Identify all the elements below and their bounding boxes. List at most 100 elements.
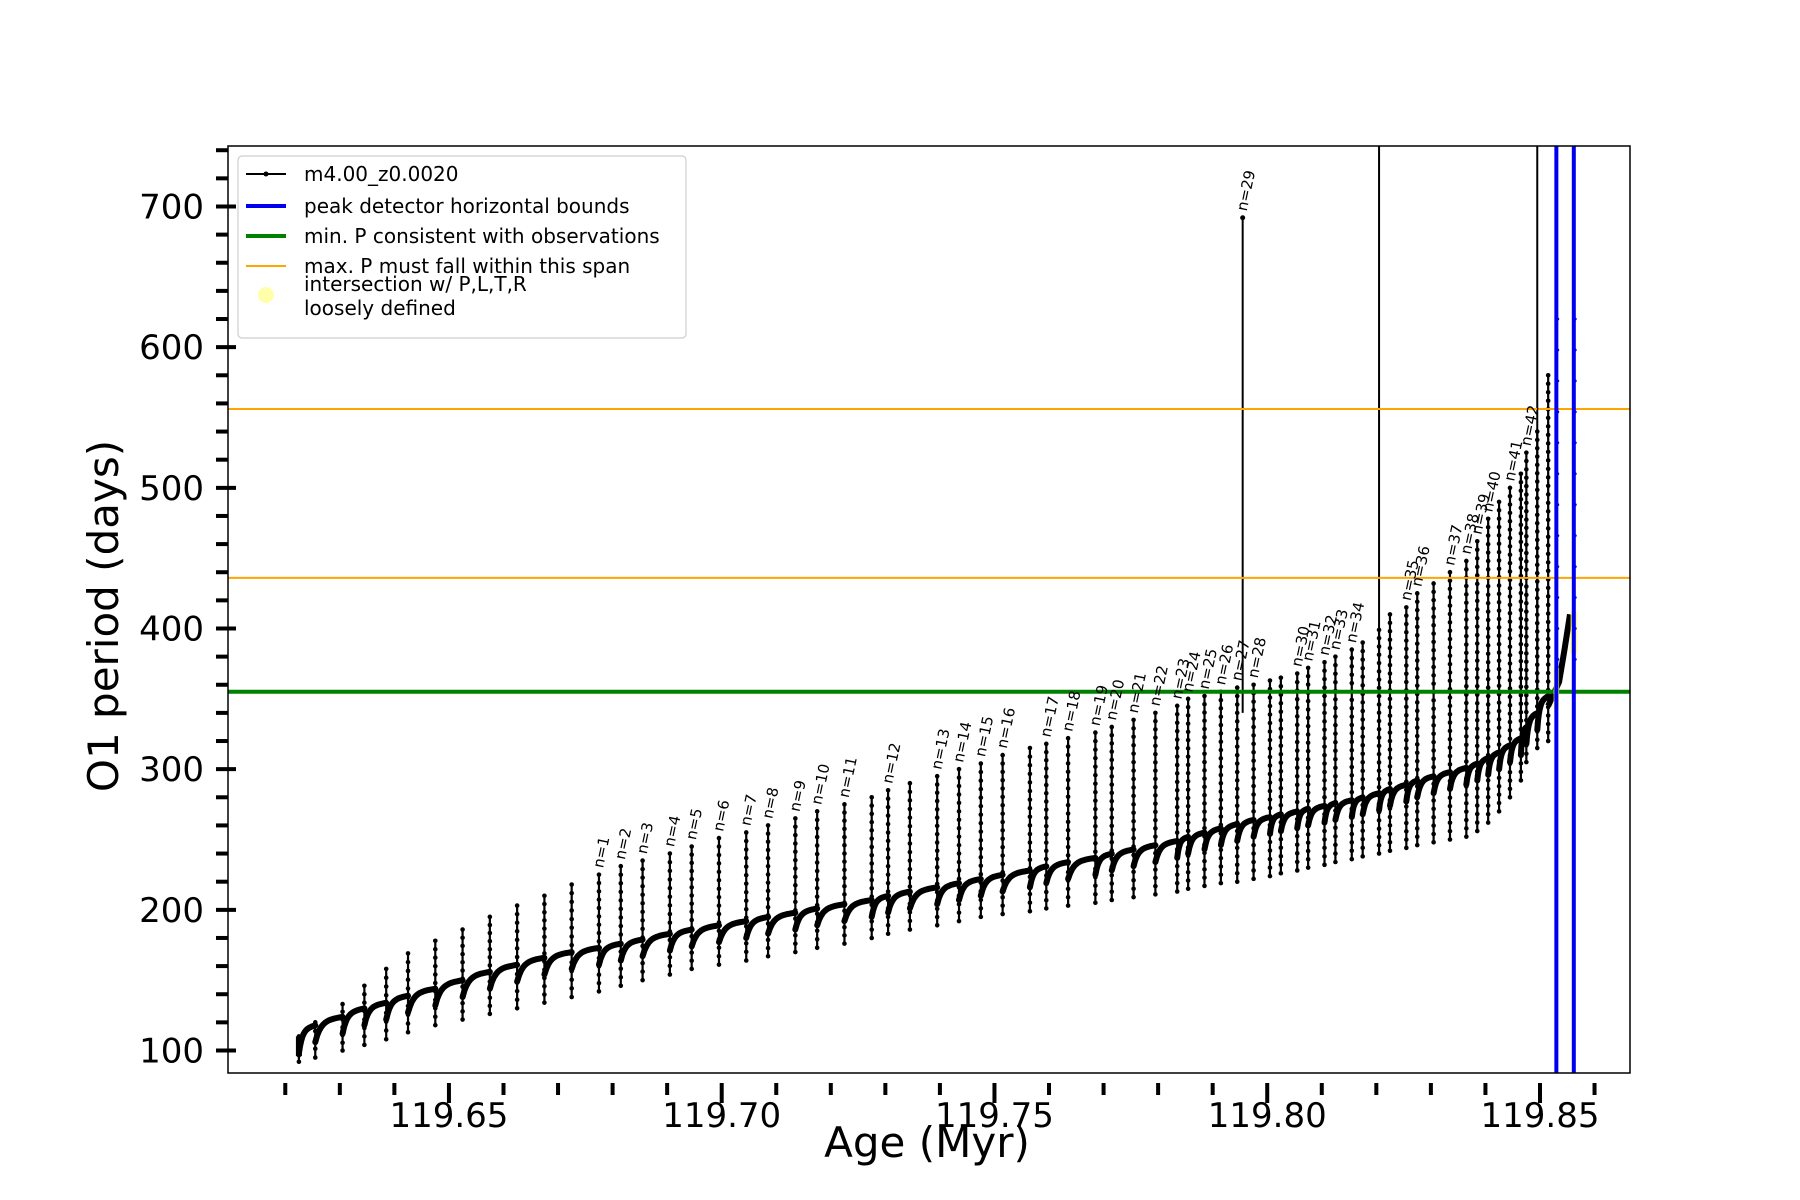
pulse-point bbox=[1545, 713, 1551, 718]
thermal-pulse-6 bbox=[405, 951, 439, 1035]
pulse-point bbox=[1305, 765, 1311, 771]
pulse-point bbox=[1305, 757, 1311, 762]
pulse-point bbox=[1109, 798, 1115, 804]
pulse-point bbox=[689, 909, 694, 915]
pulse-point bbox=[1534, 437, 1540, 443]
pulse-point bbox=[1447, 578, 1453, 583]
pulse-recovery-curve bbox=[743, 914, 772, 941]
pulse-point bbox=[978, 906, 984, 911]
pulse-point bbox=[460, 1009, 465, 1014]
pulse-point bbox=[1545, 372, 1551, 378]
pulse-point bbox=[869, 803, 875, 808]
pulse-point bbox=[1131, 776, 1136, 782]
pulse-point bbox=[956, 868, 962, 873]
pulse-point bbox=[1349, 655, 1355, 661]
thermal-pulse-42 bbox=[1234, 685, 1257, 884]
pulse-point bbox=[689, 885, 694, 890]
pulse-point bbox=[1322, 685, 1327, 690]
pulse-point bbox=[1065, 735, 1071, 741]
pulse-point bbox=[1234, 744, 1240, 749]
pulse-point bbox=[1376, 718, 1382, 724]
pulse-point bbox=[1093, 764, 1098, 769]
pulse-point bbox=[1485, 609, 1491, 614]
pulse-point bbox=[514, 1005, 520, 1011]
pulse-point bbox=[1414, 800, 1420, 806]
thermal-pulse-45 bbox=[1277, 675, 1301, 876]
bound-speckle bbox=[1556, 317, 1560, 321]
pulse-point bbox=[1027, 745, 1033, 751]
pulse-point bbox=[432, 1022, 438, 1028]
thermal-pulse-36 bbox=[1130, 717, 1159, 900]
pulse-point bbox=[743, 855, 749, 861]
pulse-point bbox=[569, 994, 574, 1000]
pulse-point bbox=[542, 983, 547, 989]
pulse-point bbox=[1333, 851, 1338, 856]
pulse-point bbox=[1294, 705, 1300, 711]
pulse-point bbox=[1267, 797, 1273, 802]
pulse-point bbox=[1545, 475, 1551, 480]
pulse-point bbox=[1404, 638, 1409, 643]
pulse-point bbox=[1474, 803, 1480, 808]
bound-speckle bbox=[1556, 441, 1560, 445]
pulse-point bbox=[1093, 832, 1098, 838]
pulse-point bbox=[1545, 458, 1551, 463]
pulse-point bbox=[1027, 780, 1033, 785]
pulse-point bbox=[1267, 856, 1273, 862]
pulse-point bbox=[1065, 853, 1071, 858]
pulse-point bbox=[1545, 543, 1551, 548]
pulse-point bbox=[1507, 661, 1513, 666]
x-tick-label: 119.85 bbox=[1481, 1096, 1600, 1136]
pulse-point bbox=[689, 852, 694, 857]
pulse-point bbox=[1485, 524, 1491, 530]
pulse-point bbox=[1518, 514, 1524, 519]
pulse-point bbox=[1545, 670, 1551, 676]
pulse-point bbox=[1404, 812, 1409, 818]
thermal-pulse-52 bbox=[1376, 627, 1393, 856]
pulse-point bbox=[1131, 759, 1136, 765]
pulse-point bbox=[814, 809, 820, 814]
pulse-recovery-curve bbox=[596, 940, 624, 968]
pulse-recovery-curve bbox=[956, 876, 984, 903]
pulse-point bbox=[1464, 709, 1469, 714]
pulse-point bbox=[1131, 785, 1136, 790]
pulse-point bbox=[1431, 614, 1436, 620]
pulse-point bbox=[1093, 789, 1098, 795]
pulse-point bbox=[1485, 719, 1491, 724]
pulse-point bbox=[1202, 751, 1207, 757]
pulse-point bbox=[1093, 849, 1098, 855]
pulse-point bbox=[1153, 801, 1158, 806]
pulse-point bbox=[1431, 823, 1436, 828]
pulse-point bbox=[716, 869, 722, 875]
pulse-point bbox=[1333, 782, 1338, 788]
pulse-point bbox=[487, 922, 493, 928]
pulse-point bbox=[460, 959, 465, 965]
pulse-point bbox=[1322, 668, 1327, 673]
pulse-point bbox=[432, 972, 438, 977]
pulse-point bbox=[1474, 632, 1480, 638]
pulse-point bbox=[907, 892, 913, 898]
pulse-recovery-curve bbox=[885, 888, 913, 916]
pulse-point bbox=[1234, 727, 1240, 733]
pulse-point bbox=[1027, 762, 1033, 768]
bound-speckle bbox=[1556, 503, 1560, 507]
pulse-point bbox=[1431, 714, 1436, 720]
pulse-point bbox=[1376, 743, 1382, 749]
pulse-point bbox=[1043, 749, 1049, 755]
pulse-recovery-curve bbox=[1130, 842, 1159, 870]
pulse-point bbox=[716, 894, 722, 900]
pulse-point bbox=[1376, 660, 1382, 666]
thermal-pulse-16 bbox=[666, 851, 695, 977]
pulse-point bbox=[1447, 728, 1453, 734]
pulse-point bbox=[596, 930, 602, 936]
pulse-point bbox=[1474, 649, 1480, 655]
pulse-point bbox=[934, 873, 940, 878]
pulse-point bbox=[487, 995, 493, 1001]
pulse-point bbox=[1376, 818, 1382, 823]
pulse-point bbox=[1294, 756, 1300, 762]
pulse-point bbox=[842, 810, 847, 815]
pulse-point bbox=[1524, 542, 1529, 547]
pulse-recovery-curve bbox=[1430, 769, 1453, 797]
pulse-point bbox=[1202, 768, 1207, 773]
thermal-pulse-8 bbox=[459, 927, 493, 1022]
pulse-point bbox=[1496, 792, 1502, 797]
